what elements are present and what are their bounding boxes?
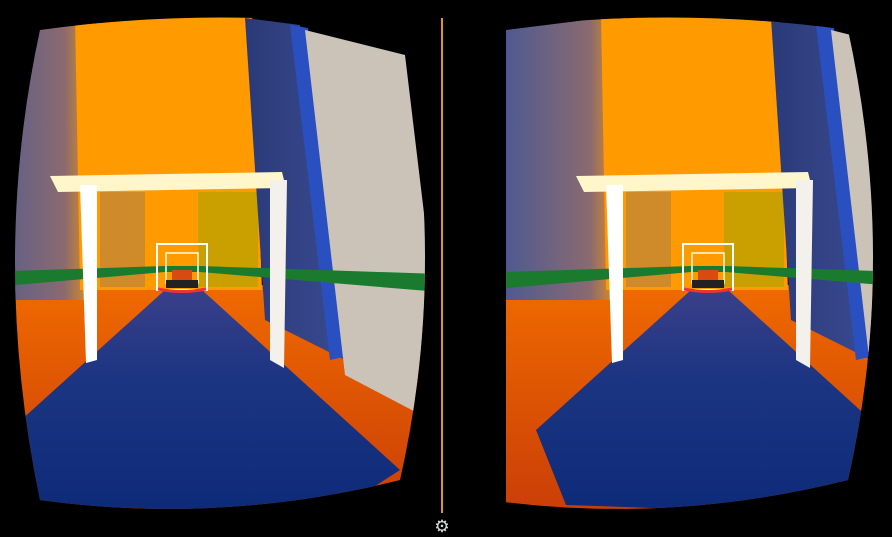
eye-divider-line <box>441 18 443 513</box>
right-eye-view <box>504 17 873 509</box>
left-eye-view <box>15 17 425 509</box>
gear-icon[interactable]: ⚙ <box>434 517 450 537</box>
